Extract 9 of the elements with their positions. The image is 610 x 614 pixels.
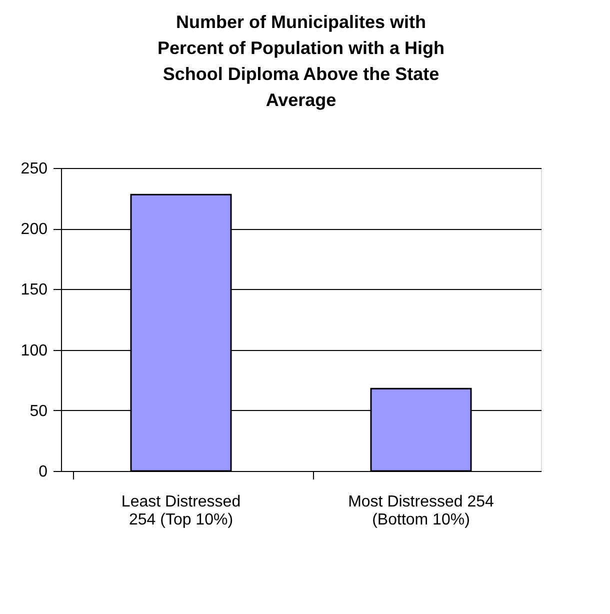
y-tick-label: 200 — [20, 221, 48, 238]
x-tick-label: Least Distressed 254 (Top 10%) — [121, 494, 241, 528]
y-tick-label: 100 — [20, 342, 48, 360]
y-tick-label: 250 — [20, 160, 48, 178]
y-tick-label: 50 — [30, 402, 48, 420]
chart-title: Number of Municipalites with Percent of Population with a High School Diploma Above the State Average — [157, 12, 445, 110]
x-tick-label: Most Distressed 254 (Bottom 10%) — [348, 494, 494, 528]
y-tick-label: 0 — [38, 464, 48, 480]
y-tick-label: 150 — [20, 282, 48, 299]
